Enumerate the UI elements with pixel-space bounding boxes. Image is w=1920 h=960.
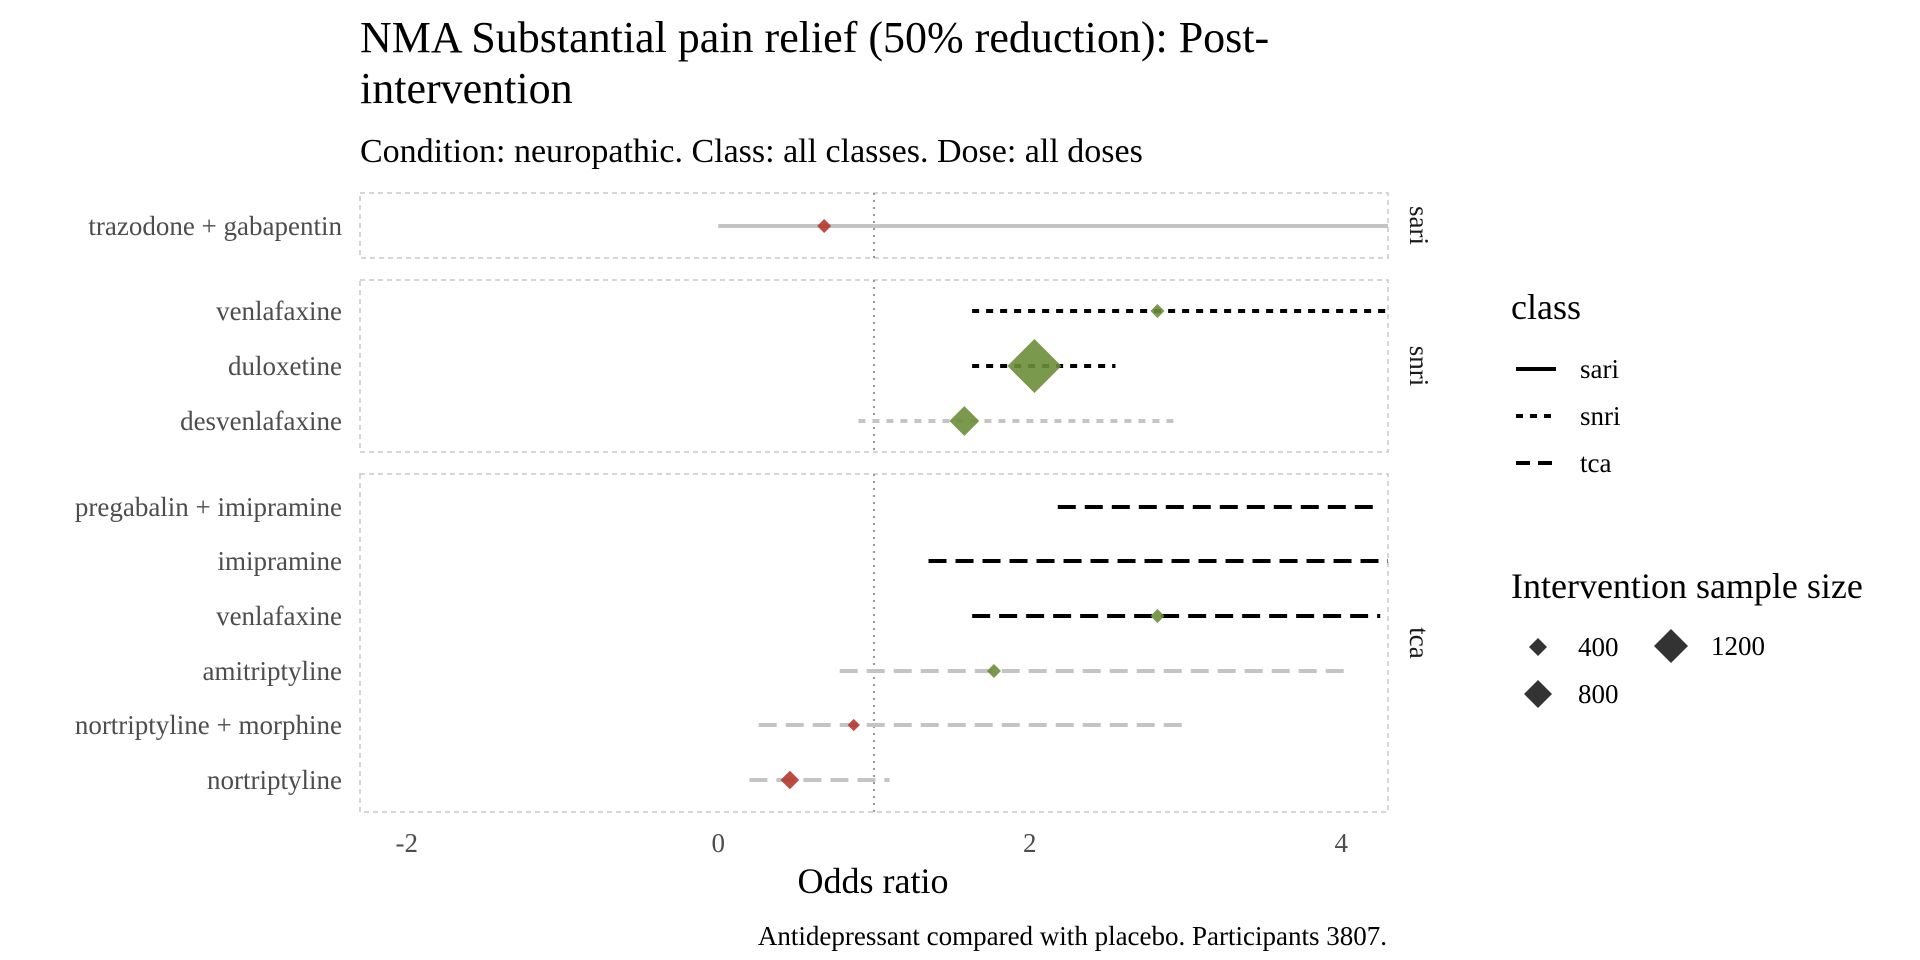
row-label: duloxetine [228,351,342,381]
point-estimate [949,406,980,436]
row-label: nortriptyline [207,765,342,795]
x-tick-label: 2 [1023,828,1037,858]
legend-size-label: 1200 [1711,631,1765,661]
legend-class-label: tca [1580,448,1611,478]
row-label: venlafaxine [216,296,342,326]
legend-class-label: snri [1580,401,1621,431]
facet-strip-label: tca [1404,627,1434,658]
facet-panels: sari trazodone + gabapentin snri venlafaxin… [75,192,1434,813]
point-estimate [1150,303,1165,319]
row-label: nortriptyline + morphine [75,710,342,740]
chart-title-line-2: intervention [360,64,573,113]
point-estimate [847,718,860,732]
legend-size-label: 800 [1578,679,1619,709]
point-estimate [1150,608,1165,624]
row-label: amitriptyline [203,656,342,686]
facet-strip-label: snri [1404,346,1434,387]
x-axis: -2 0 2 4 [395,828,1348,858]
chart-title-line-1: NMA Substantial pain relief (50% reducti… [360,13,1269,62]
chart-caption: Antidepressant compared with placebo. Pa… [758,921,1387,951]
legend-size-key [1529,638,1547,656]
legend: class sari snri tca Intervention sample size… [1511,287,1863,709]
row-label: pregabalin + imipramine [75,492,342,522]
row-label: imipramine [218,546,342,576]
x-axis-title: Odds ratio [798,861,949,901]
legend-class-label: sari [1580,354,1619,384]
row-label: trazodone + gabapentin [88,211,342,241]
x-tick-label: 0 [711,828,725,858]
row-label: venlafaxine [216,601,342,631]
point-estimate [986,663,1001,679]
row-label: desvenlafaxine [180,406,342,436]
chart-subtitle: Condition: neuropathic. Class: all class… [360,133,1143,170]
facet-strip-label: sari [1404,206,1434,245]
legend-size-key [1524,680,1552,708]
legend-class-title: class [1511,287,1581,327]
point-estimate [780,770,800,790]
legend-size-key [1654,629,1688,663]
legend-size-title: Intervention sample size [1511,566,1863,606]
x-tick-label: 4 [1335,828,1349,858]
panel-tca: tca pregabalin + imipramine imipramine venl… [75,473,1434,813]
x-tick-label: -2 [395,828,418,858]
panel-sari: sari trazodone + gabapentin [88,192,1434,259]
point-estimate [817,218,832,234]
point-estimate [1007,339,1062,393]
panel-snri: snri venlafaxine duloxetine desvenlafaxine [180,279,1434,453]
legend-size-label: 400 [1578,632,1619,662]
